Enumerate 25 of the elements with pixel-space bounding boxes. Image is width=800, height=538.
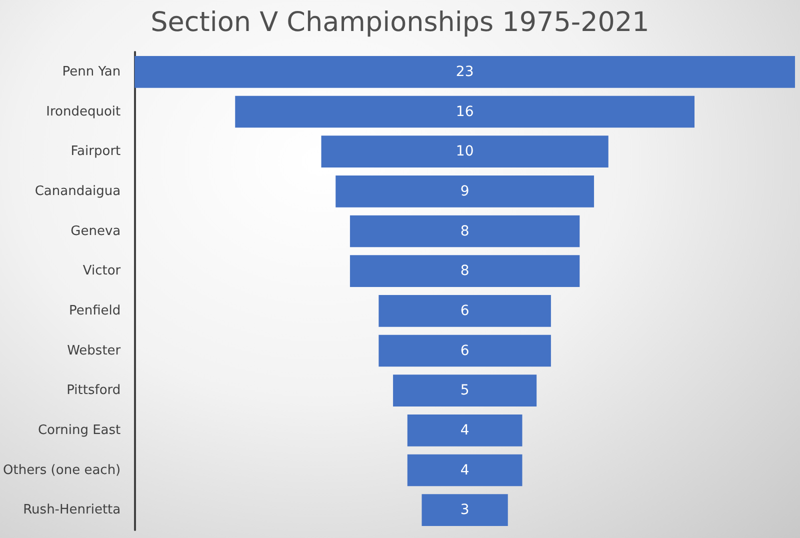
- data-label: 5: [460, 382, 470, 399]
- category-label: Geneva: [70, 224, 121, 239]
- data-label: 8: [460, 263, 470, 280]
- category-label: Penfield: [68, 303, 121, 318]
- category-label: Canandaigua: [34, 184, 121, 199]
- data-label: 3: [460, 502, 470, 518]
- category-label: Webster: [67, 343, 122, 358]
- category-label: Penn Yan: [62, 64, 121, 80]
- data-label: 4: [460, 462, 470, 478]
- category-label: Rush-Henrietta: [23, 502, 121, 518]
- category-label: Pittsford: [66, 383, 121, 398]
- category-label: Corning East: [38, 422, 121, 438]
- data-label: 23: [456, 64, 474, 80]
- category-label: Fairport: [70, 144, 121, 160]
- data-label: 9: [460, 183, 470, 200]
- category-label: Others (one each): [2, 462, 121, 478]
- data-label: 4: [460, 422, 470, 438]
- text: Section V Championships 1975-2021: [150, 7, 650, 38]
- data-label: 16: [456, 104, 474, 120]
- category-label: Irondequoit: [46, 104, 121, 120]
- data-label: 10: [456, 144, 474, 160]
- data-label: 8: [460, 223, 470, 240]
- data-label: 6: [460, 342, 470, 359]
- category-label: Victor: [82, 264, 122, 279]
- data-label: 6: [460, 302, 470, 319]
